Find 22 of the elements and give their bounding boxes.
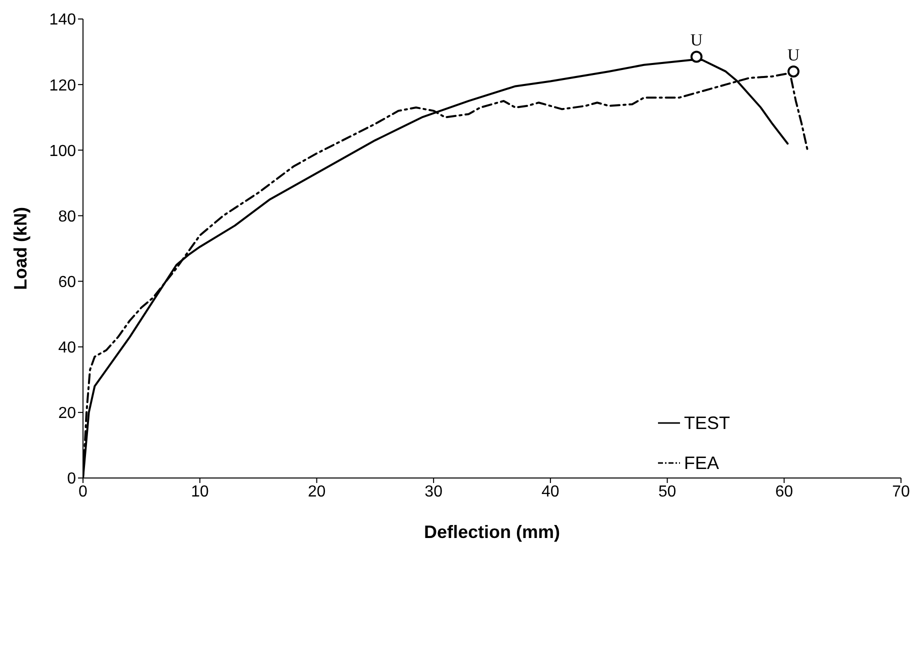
x-tick-label: 70 [892, 483, 910, 500]
x-tick-label: 0 [78, 483, 88, 500]
y-tick-label: 80 [58, 208, 76, 226]
y-axis-title: Load (kN) [10, 207, 30, 290]
y-tick-label: 60 [58, 274, 76, 291]
x-tick-label: 30 [424, 483, 443, 500]
legend-label: FEA [684, 452, 720, 474]
x-tick-label: 10 [190, 483, 209, 500]
x-tick-label: 50 [658, 483, 676, 500]
x-tick-label: 20 [308, 483, 326, 500]
y-tick-label: 40 [58, 340, 76, 357]
y-tick-label: 0 [67, 470, 76, 488]
x-axis-title: Deflection (mm) [424, 522, 560, 542]
annotation: U [690, 30, 703, 50]
y-tick-label: 120 [49, 77, 76, 94]
y-tick-label: 20 [58, 405, 76, 422]
annotation: U [787, 45, 800, 64]
x-tick-label: 40 [542, 483, 560, 500]
x-tick-label: 60 [775, 483, 794, 500]
y-tick-label: 140 [49, 12, 76, 29]
y-tick-label: 100 [49, 142, 76, 160]
legend-label: TEST [684, 412, 730, 434]
